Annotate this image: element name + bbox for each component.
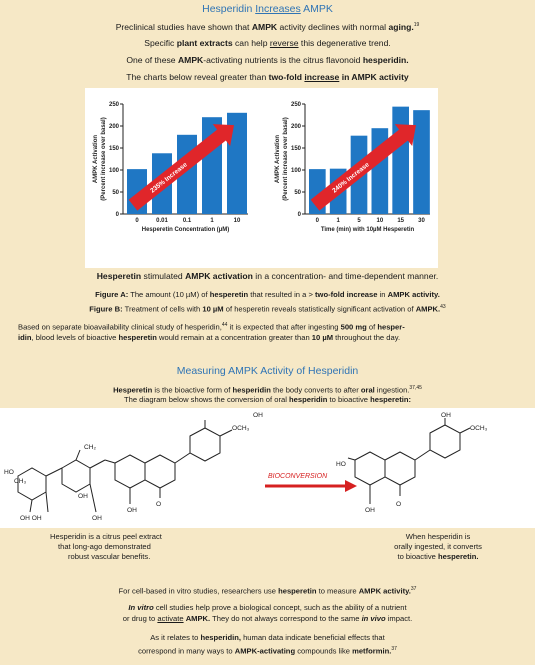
- figure-b-caption: Figure B: Treatment of cells with 10 µM …: [89, 304, 446, 314]
- bioconversion-label: BIOCONVERSION: [268, 473, 328, 480]
- chart-1-y-tick-label: 150: [291, 146, 302, 152]
- left-oh-label: OH: [253, 412, 263, 419]
- left-ring-b: [189, 427, 221, 462]
- chart-0-x-tick-label: 1: [210, 218, 214, 224]
- intro-line-2: Specific plant extracts can help reverse…: [144, 38, 391, 48]
- chart-1-x-tick-label: 5: [357, 218, 361, 224]
- left-ring-c: [144, 454, 176, 489]
- chart-1-x-axis-label: Time (min) with 10µM Hesperetin: [321, 227, 415, 233]
- figure-a-caption: Figure A: The amount (10 µM) of hesperet…: [95, 290, 440, 299]
- chart-1-x-tick-label: 1: [336, 218, 340, 224]
- molecule-diagram-svg: OH OCH₃ CH₂ HO CH₃ OH OH OH OH OH O OH O…: [4, 412, 488, 522]
- chart-0-y-tick-label: 150: [109, 146, 120, 152]
- chart-0-y-axis-label: AMPK Activation: [93, 135, 99, 183]
- left-och3-label: OCH₃: [232, 425, 250, 432]
- chart-1-y-tick-label: 100: [291, 168, 302, 174]
- intro-line-4: The charts below reveal greater than two…: [126, 72, 409, 82]
- right-core-o-label: O: [396, 501, 401, 508]
- footer-line-3: or drug to activate AMPK. They do not al…: [122, 614, 413, 623]
- right-ho-label: HO: [336, 461, 346, 468]
- chart-0-y-tick-label: 0: [116, 212, 120, 218]
- right-ring-a: [354, 451, 386, 486]
- right-ring-b: [429, 424, 461, 459]
- chart-1-y-tick-label: 50: [294, 190, 301, 196]
- footer-line-1: For cell-based in vitro studies, researc…: [118, 586, 417, 596]
- right-oh-label: OH: [441, 412, 451, 419]
- footer-line-5: correspond in many ways to AMPK-activati…: [138, 646, 397, 656]
- chart-1-x-tick-label: 15: [397, 218, 404, 224]
- chart-0-y-tick-label: 50: [112, 190, 119, 196]
- right-ring-c: [384, 451, 416, 486]
- chart-0-x-tick-label: 0: [135, 218, 139, 224]
- left-core-oh-label: OH: [127, 507, 137, 514]
- chart-0-y-tick-label: 100: [109, 168, 120, 174]
- chart-1-trend-arrow-shape: [310, 124, 417, 211]
- sugar-oh-label: OH: [78, 493, 88, 500]
- bioavailability-paragraph: Based on separate bioavailability clinic…: [18, 322, 405, 342]
- charts-panel: 0 50 100 150 200 250 0 0.01 0.1 1 10 Hesperetin Con…: [85, 88, 438, 268]
- right-core-oh-label: OH: [365, 507, 375, 514]
- chart-0-y-axis-label-2: (Percent increase over basal): [101, 117, 107, 200]
- intro-line-1: Preclinical studies have shown that AMPK…: [115, 21, 420, 32]
- chart-1-x-tick-label: 30: [418, 218, 425, 224]
- chart-0-x-tick-label: 0.1: [183, 218, 192, 224]
- section-2-line-2: The diagram below shows the conversion o…: [123, 395, 412, 404]
- intro-line-3: One of these AMPK-activating nutrients i…: [126, 55, 409, 65]
- sugar-oh-2-label: OH: [92, 515, 102, 522]
- footer-line-2: In vitro cell studies help prove a biolo…: [128, 603, 407, 612]
- section-2-title: Measuring AMPK Activity of Hesperidin: [176, 365, 359, 377]
- sugar-ring-2: [61, 459, 91, 493]
- chart-0-x-tick-label: 10: [234, 218, 241, 224]
- chart-0-bar: [227, 112, 247, 214]
- caption-right: When hesperidin is orally ingested, it c…: [394, 532, 482, 561]
- page-title: Hesperidin Increases AMPK: [202, 3, 333, 15]
- chart-1-y-axis-label-2: (Percent increase over basal): [283, 117, 289, 200]
- ch2-label: CH₂: [84, 444, 97, 451]
- sugar-oh-oh-label: OH OH: [20, 515, 42, 522]
- chart-1-x-tick-label: 10: [376, 218, 383, 224]
- chart-1-bar: [392, 106, 409, 214]
- chart-0-y-tick-label: 250: [109, 102, 120, 108]
- chart-1-y-tick-label: 250: [291, 102, 302, 108]
- chart-1-y-tick-label: 200: [291, 124, 302, 130]
- right-och3-label: OCH₃: [470, 425, 488, 432]
- after-chart-line: Hesperetin stimulated AMPK activation in…: [96, 271, 439, 281]
- left-ring-a: [114, 454, 146, 489]
- chart-0-y-tick-label: 200: [109, 124, 120, 130]
- ho-sugar-label: HO: [4, 469, 14, 476]
- conversion-diagram: OH OCH₃ CH₂ HO CH₃ OH OH OH OH OH O OH O…: [0, 408, 535, 528]
- chart-1-x-tick-label: 0: [316, 218, 320, 224]
- footer-line-4: As it relates to hesperidin, human data …: [150, 633, 385, 642]
- bioconversion-arrow-icon: [345, 480, 357, 492]
- chart-0-x-tick-label: 0.01: [156, 218, 168, 224]
- ch3-label: CH₃: [14, 478, 27, 485]
- caption-left: Hesperidin is a citrus peel extract that…: [50, 532, 162, 561]
- left-core-o-label: O: [156, 501, 161, 508]
- chart-0-x-axis-label: Hesperetin Concentration (µM): [142, 227, 229, 233]
- chart-0-trend-arrow-shape: [128, 124, 235, 211]
- chart-1-bar: [413, 110, 430, 214]
- chart-1-y-tick-label: 0: [298, 212, 302, 218]
- section-2-line-1: Hesperetin is the bioactive form of hesp…: [113, 385, 422, 395]
- chart-1-y-axis-label: AMPK Activation: [275, 135, 281, 183]
